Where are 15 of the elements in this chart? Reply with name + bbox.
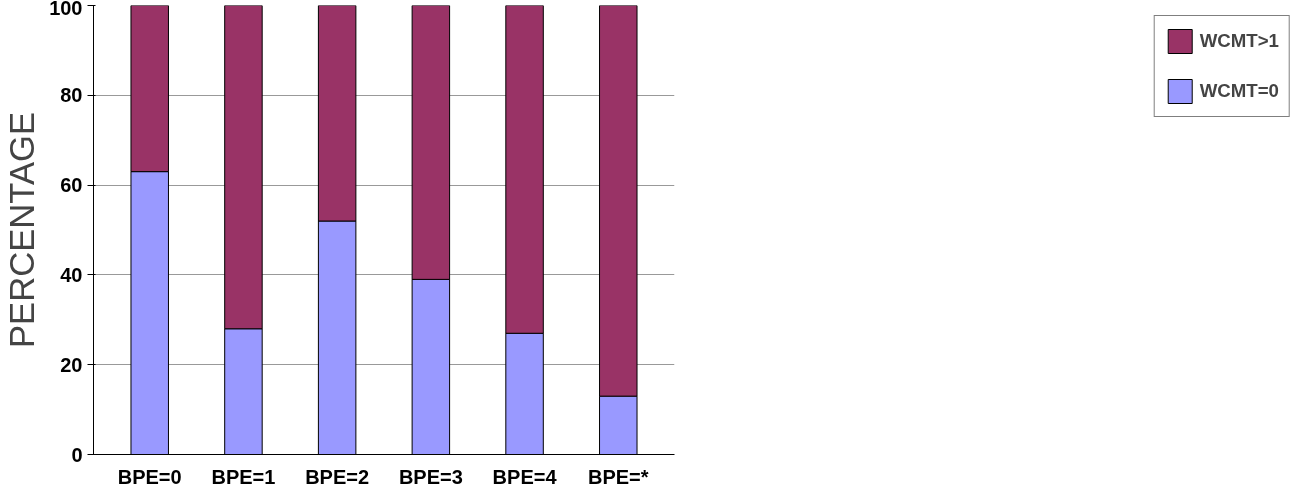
x-tick-label: BPE=1 (211, 465, 276, 488)
y-tick-label: 40 (60, 263, 83, 286)
y-tick-label: 20 (60, 353, 83, 376)
y-tick-label: 60 (60, 174, 83, 197)
x-tick-label: BPE=* (587, 465, 649, 488)
x-tick-label: BPE=4 (492, 465, 558, 488)
y-tick-label: 0 (71, 443, 83, 466)
y-tick-label: 100 (49, 0, 83, 19)
y-tick-label: 80 (60, 84, 83, 107)
y-axis-title: PERCENTAGE (3, 111, 42, 349)
x-tick-label: BPE=0 (117, 465, 182, 488)
x-tick-label: BPE=2 (305, 465, 370, 488)
legend-label: WCMT=0 (1199, 80, 1279, 102)
x-tick-label: BPE=3 (398, 465, 463, 488)
legend-label: WCMT>1 (1199, 30, 1279, 52)
